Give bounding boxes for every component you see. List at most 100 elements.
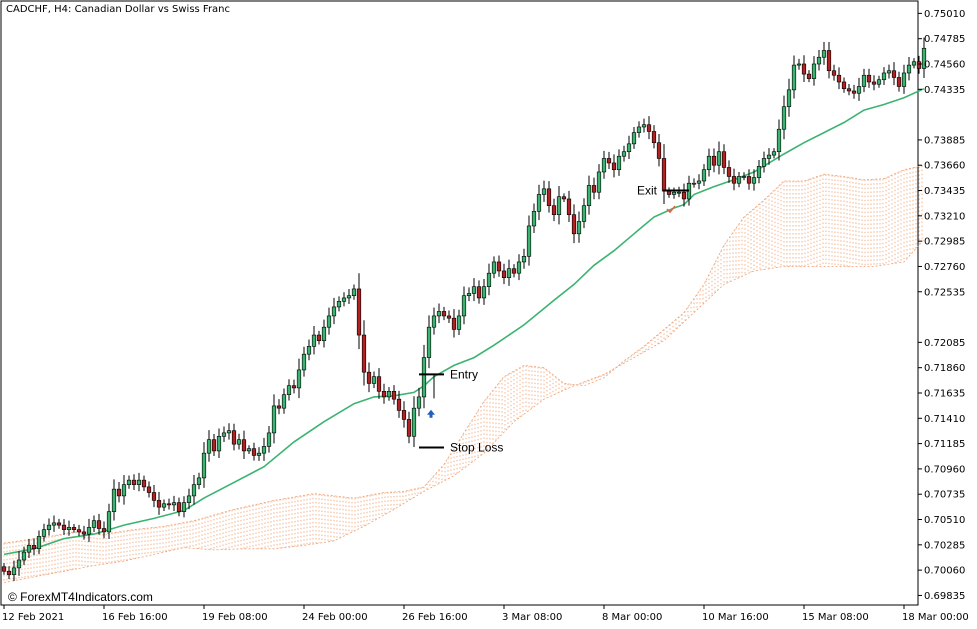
candle — [16, 551, 22, 576]
candle — [441, 306, 447, 321]
candle-body — [606, 158, 612, 164]
ichimoku-cloud — [3, 164, 925, 583]
candle-body — [516, 261, 522, 274]
candle-body — [271, 405, 277, 434]
candle — [396, 390, 402, 418]
candle-body — [491, 261, 497, 274]
candle — [281, 388, 287, 414]
candle — [856, 77, 862, 101]
candle-body — [106, 511, 112, 533]
candle — [431, 307, 437, 335]
candle-body — [171, 502, 177, 506]
candle-body — [506, 268, 512, 278]
candle-body — [691, 182, 697, 185]
y-tick-label: 0.73660 — [924, 161, 965, 172]
candle — [101, 521, 107, 539]
candle — [761, 151, 767, 173]
candle — [256, 447, 262, 461]
candle — [166, 498, 172, 510]
candle — [71, 524, 77, 533]
y-tick-label: 0.70960 — [924, 464, 965, 475]
candle — [116, 481, 122, 503]
candle-body — [391, 390, 397, 400]
candle-body — [641, 124, 647, 128]
candle-body — [101, 528, 107, 533]
candle-body — [561, 196, 567, 200]
y-tick-label: 0.74560 — [924, 59, 965, 70]
candle — [821, 41, 827, 65]
candle — [121, 474, 127, 505]
candle — [86, 518, 92, 542]
candle — [886, 64, 892, 79]
y-tick-label: 0.75010 — [924, 9, 965, 20]
candle-body — [486, 272, 492, 287]
candle — [816, 50, 822, 71]
candle-body — [921, 47, 927, 69]
candle — [326, 307, 332, 335]
candle — [26, 538, 32, 559]
candle — [476, 280, 482, 304]
candle-body — [436, 311, 442, 317]
candle-body — [541, 188, 547, 195]
candle-body — [661, 158, 667, 192]
candle-body — [446, 315, 452, 319]
candle-body — [706, 155, 712, 171]
candle-body — [376, 376, 382, 392]
candle — [191, 474, 197, 505]
candle-body — [786, 89, 792, 108]
candle-body — [251, 448, 257, 456]
candle-body — [176, 502, 182, 512]
candle-body — [721, 151, 727, 168]
candle — [571, 204, 577, 244]
y-tick-label: 0.73210 — [924, 211, 965, 222]
candle — [551, 198, 557, 222]
candle — [11, 560, 17, 582]
x-tick-label: 16 Feb 16:00 — [102, 612, 168, 623]
y-tick-label: 0.69835 — [924, 591, 965, 602]
check-mark-icon — [666, 205, 676, 214]
candle-body — [291, 385, 297, 389]
candle — [781, 95, 787, 140]
candle-body — [756, 166, 762, 178]
y-tick-label: 0.73885 — [924, 135, 965, 146]
candle-body — [671, 191, 677, 195]
chart-frame — [0, 0, 919, 606]
candle-body — [16, 559, 22, 569]
candle — [321, 319, 327, 348]
candle — [21, 546, 27, 565]
candle-body — [616, 155, 622, 171]
candle — [261, 437, 267, 461]
candle — [746, 169, 752, 190]
candle-body — [776, 128, 782, 153]
candle — [1, 562, 7, 575]
candle — [486, 263, 492, 296]
y-tick-label: 0.72760 — [924, 262, 965, 273]
candle-body — [596, 171, 602, 193]
candle-body — [126, 479, 132, 485]
candle — [156, 491, 162, 515]
candle-body — [711, 155, 717, 166]
candle-body — [546, 188, 552, 207]
candle-body — [666, 190, 672, 195]
candle-body — [91, 520, 97, 528]
candle — [141, 475, 147, 491]
candle — [836, 67, 842, 90]
candle-body — [461, 295, 467, 317]
candle — [841, 77, 847, 93]
candlesticks — [1, 37, 927, 582]
candle — [751, 169, 757, 191]
candle — [276, 399, 282, 415]
candle — [286, 379, 292, 401]
y-tick-label: 0.74785 — [924, 34, 965, 45]
candle-body — [816, 56, 822, 65]
candle — [231, 423, 237, 451]
candle-body — [151, 492, 157, 501]
candle-body — [811, 63, 817, 79]
candle — [771, 148, 777, 159]
candle-body — [146, 486, 152, 493]
candle-body — [836, 74, 842, 83]
candle — [381, 383, 387, 404]
candle-body — [556, 196, 562, 216]
candle-body — [511, 268, 517, 274]
